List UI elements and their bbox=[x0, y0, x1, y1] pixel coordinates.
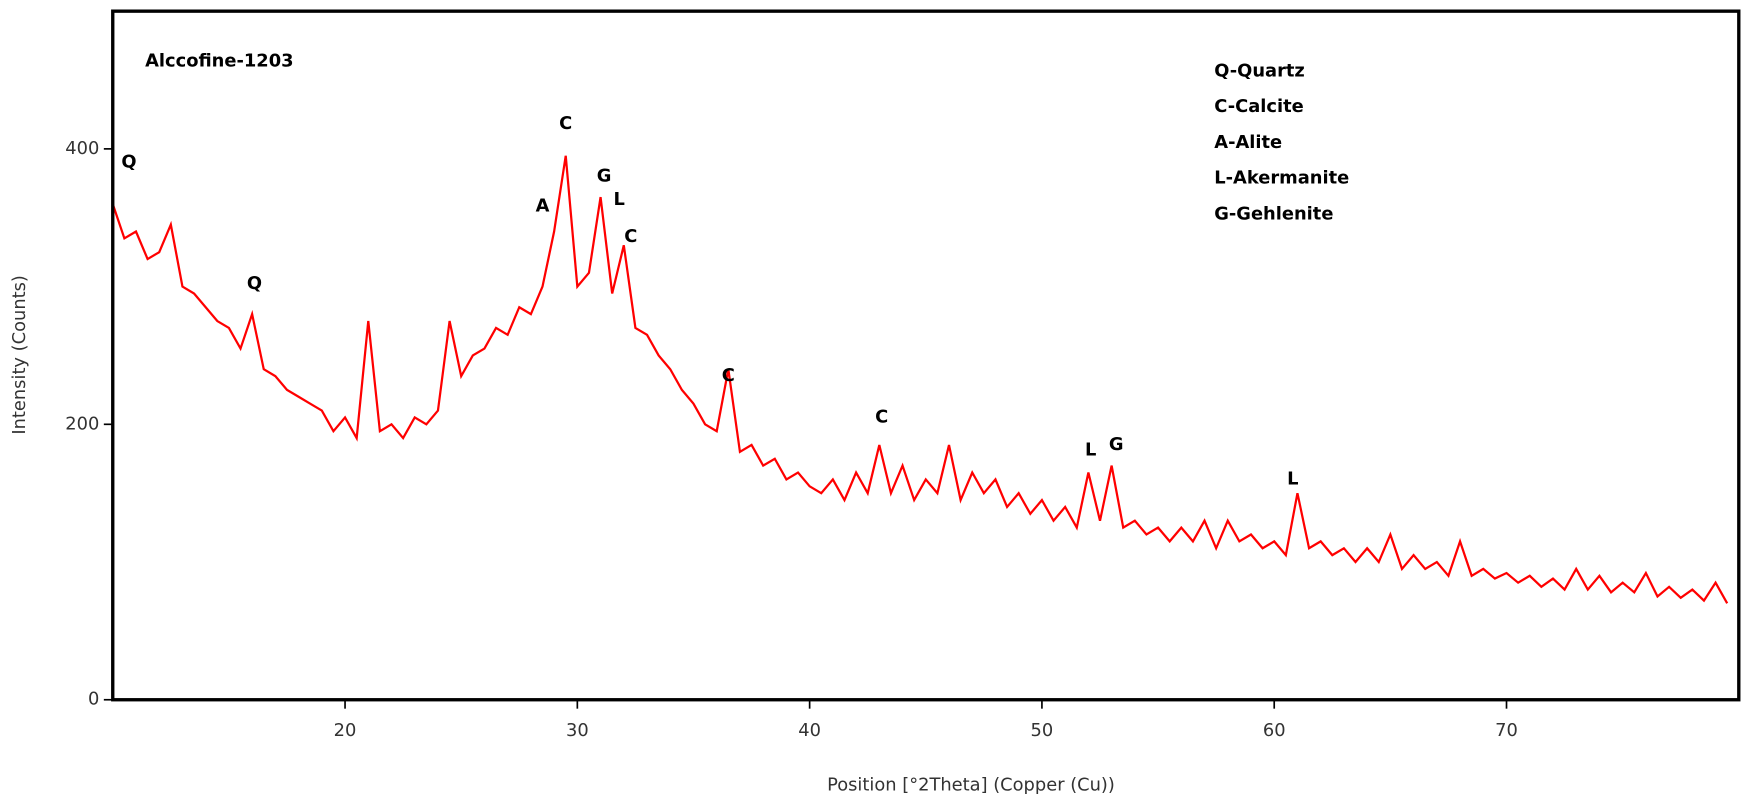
legend-text: C-Calcite bbox=[1214, 96, 1304, 117]
peak-label: Q bbox=[121, 152, 136, 173]
peak-label: C bbox=[875, 406, 888, 427]
legend-text: G-Gehlenite bbox=[1214, 203, 1333, 224]
x-tick-label: 20 bbox=[334, 720, 357, 741]
x-tick-label: 70 bbox=[1495, 720, 1518, 741]
peak-label: L bbox=[1287, 468, 1298, 489]
y-axis-label: Intensity (Counts) bbox=[9, 275, 30, 435]
peak-label: C bbox=[624, 226, 637, 247]
legend-text: A-Alite bbox=[1214, 132, 1282, 153]
data-line bbox=[111, 155, 1729, 604]
x-tick-label: 50 bbox=[1031, 720, 1054, 741]
x-axis-label: Position [°2Theta] (Copper (Cu)) bbox=[827, 775, 1115, 796]
legend-text: L-Akermanite bbox=[1214, 168, 1349, 189]
peak-label: G bbox=[1109, 434, 1124, 455]
x-tick-label: 40 bbox=[798, 720, 821, 741]
peak-label: C bbox=[559, 113, 572, 134]
y-tick-label: 400 bbox=[65, 138, 99, 159]
peak-label: C bbox=[722, 365, 735, 386]
x-tick-label: 60 bbox=[1263, 720, 1286, 741]
legend-text: Q-Quartz bbox=[1214, 60, 1305, 81]
y-tick-label: 200 bbox=[65, 413, 99, 434]
peak-label: G bbox=[597, 165, 612, 186]
chart-title: Alccofine-1203 bbox=[145, 50, 293, 71]
peak-label: A bbox=[536, 196, 550, 217]
peak-label: L bbox=[613, 189, 624, 210]
peak-label: L bbox=[1085, 439, 1096, 460]
y-tick-label: 0 bbox=[88, 689, 99, 710]
peak-label: Q bbox=[247, 273, 262, 294]
x-tick-label: 30 bbox=[566, 720, 589, 741]
plot-frame bbox=[111, 9, 1741, 702]
